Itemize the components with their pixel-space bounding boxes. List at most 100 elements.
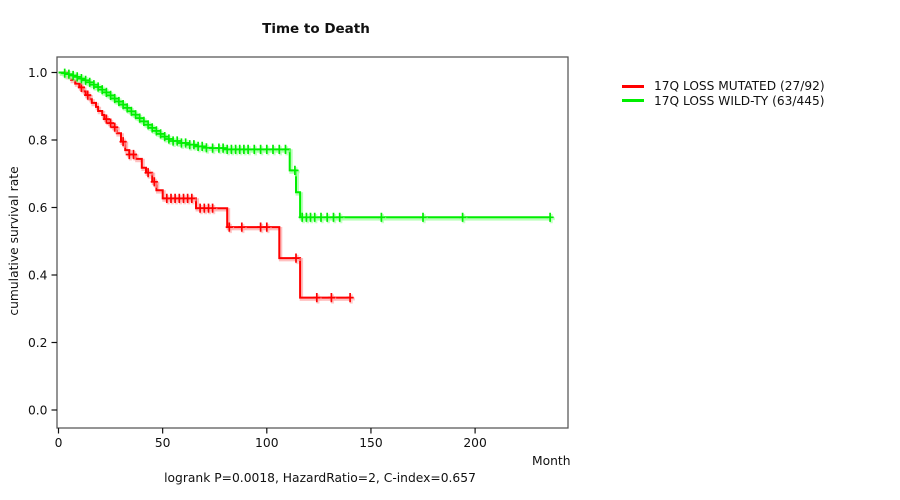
x-axis-label: Month — [532, 454, 571, 468]
censor-mark-halo-wildtype — [251, 146, 260, 156]
censor-mark-halo-mutated — [314, 294, 322, 304]
x-tick-label: 0 — [55, 436, 63, 450]
censor-mark-wildtype — [132, 110, 140, 120]
censor-mark-mutated — [346, 293, 354, 303]
censor-mark-mutated — [188, 193, 196, 203]
censor-mark-wildtype — [165, 134, 173, 144]
censor-mark-halo-wildtype — [420, 214, 428, 224]
censor-mark-halo-wildtype — [270, 146, 278, 156]
legend-line-red-icon — [622, 84, 644, 88]
censor-mark-mutated — [327, 293, 335, 303]
y-tick-label: 1.0 — [28, 66, 48, 80]
censor-mark-halo-mutated — [239, 223, 247, 234]
legend-label-wildtype: 17Q LOSS WILD-TY (63/445) — [654, 93, 825, 108]
censor-mark-wildtype — [94, 82, 102, 92]
censor-mark-mutated — [111, 122, 119, 132]
censor-mark-mutated — [102, 114, 110, 124]
censor-mark-wildtype — [69, 70, 77, 81]
censor-mark-wildtype — [140, 116, 148, 126]
censor-mark-mutated — [129, 149, 138, 160]
survival-curve-mutated — [58, 71, 351, 299]
censor-mark-halo-mutated — [264, 223, 272, 234]
censor-mark-wildtype — [419, 212, 427, 222]
censor-mark-halo-wildtype — [258, 146, 266, 156]
survival-curve-halo-mutated — [59, 72, 352, 301]
censor-mark-halo-mutated — [145, 169, 153, 179]
censor-mark-wildtype — [546, 212, 554, 222]
censor-mark-halo-mutated — [210, 204, 218, 215]
censor-mark-halo-wildtype — [337, 214, 345, 224]
y-tick-label: 0.6 — [28, 201, 48, 215]
censor-mark-wildtype — [123, 103, 131, 113]
censor-mark-wildtype — [190, 140, 198, 150]
censor-mark-halo-wildtype — [312, 214, 320, 224]
censor-mark-mutated — [209, 203, 217, 213]
survival-curve-halo-wildtype — [59, 72, 552, 221]
censor-mark-wildtype — [144, 120, 152, 130]
censor-mark-halo-mutated — [151, 178, 160, 188]
legend-item-mutated: 17Q LOSS MUTATED (27/92) — [622, 79, 825, 94]
censor-mark-halo-mutated — [85, 91, 93, 102]
censor-mark-halo-wildtype — [331, 214, 339, 224]
censor-mark-wildtype — [127, 106, 135, 116]
x-tick-label: 100 — [255, 436, 278, 450]
censor-mark-wildtype — [102, 87, 110, 97]
censor-mark-wildtype — [182, 138, 190, 148]
censor-mark-wildtype — [73, 72, 81, 82]
y-tick-label: 0.4 — [28, 268, 48, 282]
censor-mark-wildtype — [77, 74, 85, 84]
censor-mark-wildtype — [148, 123, 156, 133]
censor-mark-halo-wildtype — [379, 214, 387, 224]
censor-mark-wildtype — [115, 96, 123, 107]
censor-mark-wildtype — [136, 113, 144, 123]
censor-mark-mutated — [119, 137, 127, 147]
censor-mark-wildtype — [152, 126, 160, 136]
x-tick-label: 200 — [463, 436, 486, 450]
censor-mark-mutated — [107, 118, 115, 128]
censor-mark-halo-wildtype — [264, 146, 272, 156]
censor-mark-wildtype — [209, 143, 217, 153]
censor-mark-halo-wildtype — [210, 144, 218, 155]
censor-mark-halo-mutated — [226, 223, 235, 234]
censor-mark-wildtype — [86, 77, 94, 87]
censor-mark-halo-wildtype — [547, 214, 555, 224]
censor-mark-mutated — [313, 293, 321, 303]
y-tick-label: 0.2 — [28, 336, 48, 350]
censor-mark-wildtype — [90, 80, 98, 90]
censor-mark-halo-wildtype — [204, 144, 212, 154]
censor-mark-wildtype — [161, 132, 169, 142]
censor-mark-halo-wildtype — [245, 146, 253, 156]
censor-mark-wildtype — [173, 136, 181, 146]
censor-mark-halo-wildtype — [318, 214, 326, 224]
censor-mark-wildtype — [275, 144, 283, 154]
censor-mark-mutated — [257, 222, 265, 232]
legend: 17Q LOSS MUTATED (27/92) 17Q LOSS WILD-T… — [622, 79, 825, 108]
censor-mark-mutated — [144, 168, 152, 178]
censor-mark-mutated — [225, 222, 233, 232]
censor-mark-wildtype — [98, 85, 106, 95]
plot-title: Time to Death — [262, 21, 370, 37]
censor-mark-wildtype — [269, 144, 277, 154]
censor-mark-mutated — [84, 90, 92, 100]
censor-mark-halo-wildtype — [276, 146, 285, 156]
censor-mark-wildtype — [459, 212, 467, 222]
censor-mark-halo-wildtype — [460, 214, 468, 224]
legend-line-green-icon — [622, 99, 644, 103]
censor-mark-wildtype — [281, 144, 290, 154]
censor-mark-wildtype — [244, 144, 252, 154]
censor-mark-wildtype — [219, 143, 227, 153]
stats-caption: logrank P=0.0018, HazardRatio=2, C-index… — [164, 471, 476, 485]
censor-mark-halo-wildtype — [324, 214, 333, 224]
censor-mark-wildtype — [61, 68, 69, 78]
censor-mark-mutated — [238, 222, 246, 232]
censor-mark-wildtype — [317, 212, 325, 222]
censor-mark-halo-mutated — [293, 254, 301, 265]
censor-mark-wildtype — [82, 75, 90, 85]
censor-mark-halo-mutated — [79, 84, 87, 94]
censor-mark-wildtype — [119, 100, 127, 110]
censor-mark-wildtype — [202, 143, 210, 153]
x-tick-label: 150 — [359, 436, 382, 450]
censor-mark-halo-mutated — [258, 223, 266, 234]
censor-mark-halo-mutated — [112, 123, 120, 134]
